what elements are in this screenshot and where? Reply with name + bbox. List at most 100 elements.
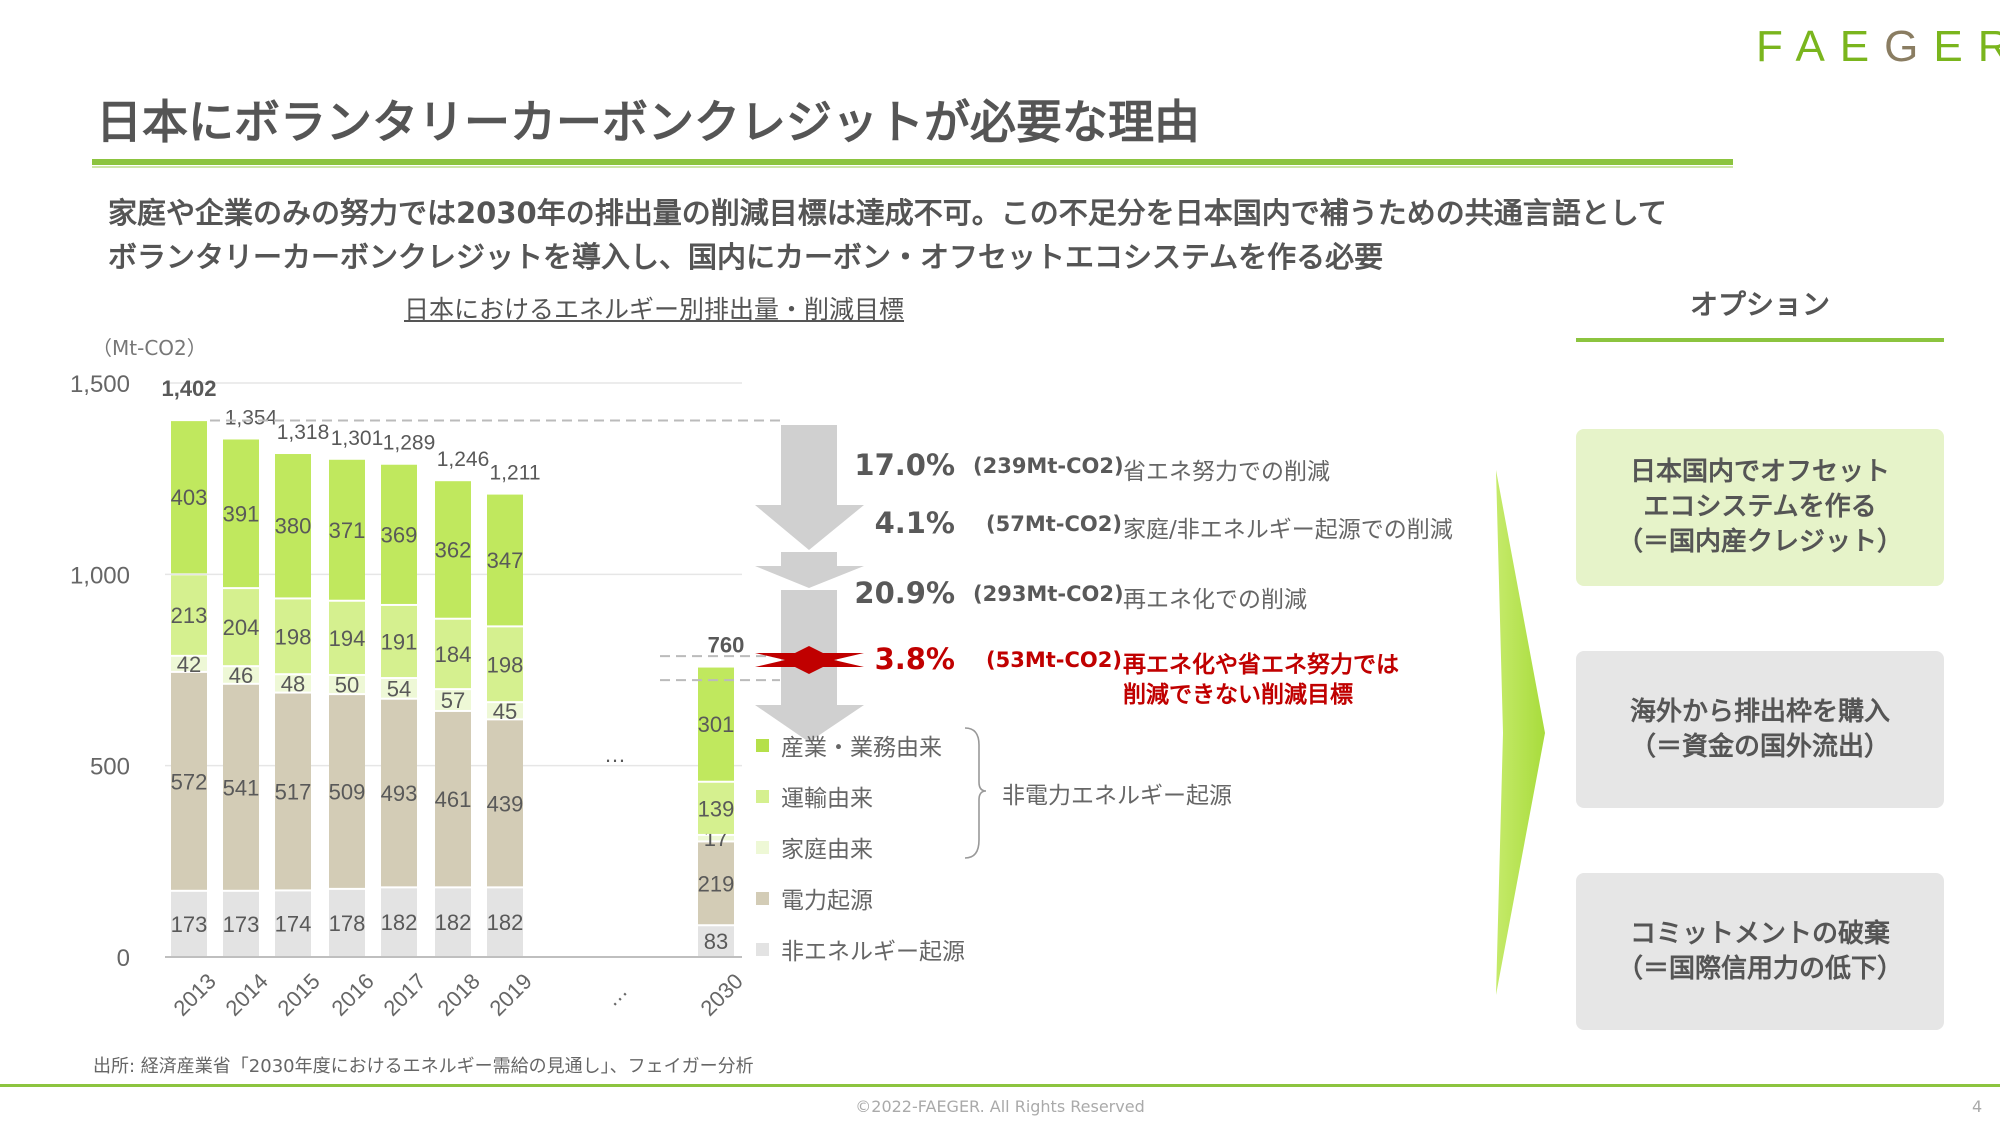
bar-segment xyxy=(698,926,734,956)
total-label: 1,318 xyxy=(277,421,330,444)
x-tick-label: … xyxy=(599,978,632,1011)
bar-segment xyxy=(275,891,311,956)
data-label: 83 xyxy=(704,929,728,954)
legend-swatch xyxy=(756,942,769,956)
data-label: 182 xyxy=(381,910,418,935)
bar-segment xyxy=(435,690,471,710)
bar-segment xyxy=(435,888,471,956)
reduction-pct: 20.9% xyxy=(854,576,955,610)
reduction-pct: 17.0% xyxy=(854,448,955,482)
bar-segment xyxy=(275,693,311,890)
data-label: 301 xyxy=(698,712,735,737)
legend-label: 家庭由来 xyxy=(781,837,873,863)
target-gap-marker-icon xyxy=(755,646,864,674)
data-label: 184 xyxy=(435,642,472,667)
bar-segment xyxy=(171,421,207,574)
reduction-arrow-household xyxy=(755,552,864,588)
legend-item-transport: 運輸由来 xyxy=(756,779,873,813)
reduction-desc-target-2: 削減できない削減目標 xyxy=(1123,682,1353,708)
reduction-amount-target: (53Mt-CO2) xyxy=(986,648,1122,672)
reduction-pct-target: 3.8% xyxy=(874,642,955,676)
data-label: 173 xyxy=(171,912,208,937)
options-underline xyxy=(1576,338,1944,342)
bar-segment xyxy=(698,667,734,781)
option-line: 海外から排出枠を購入 xyxy=(1629,696,1890,727)
x-tick-label: 2017 xyxy=(379,969,431,1021)
legend-item-non-energy: 非エネルギー起源 xyxy=(756,932,965,966)
legend-swatch xyxy=(756,891,769,905)
chart-title: 日本におけるエネルギー別排出量・削減目標 xyxy=(404,295,905,324)
option-line: （＝資金の国外流出） xyxy=(1629,731,1890,762)
bar-segment xyxy=(171,672,207,890)
option-buy-overseas: 海外から排出枠を購入 （＝資金の国外流出） xyxy=(1576,651,1944,808)
total-label: 1,402 xyxy=(161,376,216,401)
data-label: 493 xyxy=(381,781,418,806)
option-domestic-offset: 日本国内でオフセット エコシステムを作る （＝国内産クレジット） xyxy=(1576,429,1944,586)
data-label: 42 xyxy=(177,652,201,677)
data-label: 509 xyxy=(329,779,366,804)
options-heading: オプション xyxy=(1689,288,1830,321)
bar-segment xyxy=(698,842,734,925)
bar-segment xyxy=(329,459,365,600)
bar-segment xyxy=(275,675,311,692)
legend-label: 電力起源 xyxy=(781,888,873,914)
data-label: 46 xyxy=(229,663,253,688)
bar-segment xyxy=(487,720,523,887)
reduction-amount: (239Mt-CO2) xyxy=(973,454,1124,478)
data-label: 50 xyxy=(335,673,359,698)
bar-segment xyxy=(171,891,207,956)
bar-segment xyxy=(171,575,207,655)
bar-segment xyxy=(487,703,523,719)
data-label: 572 xyxy=(171,769,208,794)
legend-label: 非エネルギー起源 xyxy=(781,939,965,965)
data-label: 198 xyxy=(487,652,524,677)
title-rule-shadow xyxy=(92,166,1733,168)
data-label: 54 xyxy=(387,676,411,701)
data-label: 517 xyxy=(275,779,312,804)
total-label: 1,354 xyxy=(225,406,278,429)
data-label: 198 xyxy=(275,624,312,649)
option-line: エコシステムを作る xyxy=(1643,492,1877,522)
footer-rule xyxy=(0,1084,2000,1087)
bar-segment xyxy=(435,711,471,887)
legend-label: 産業・業務由来 xyxy=(781,735,942,761)
data-label: 362 xyxy=(435,537,472,562)
source-note: 出所: 経済産業省「2030年度におけるエネルギー需給の見通し」、フェイガー分析 xyxy=(93,1056,754,1077)
bar-segment xyxy=(223,684,259,890)
title-rule xyxy=(92,159,1733,165)
data-label: 219 xyxy=(698,871,735,896)
bar-segment xyxy=(381,888,417,956)
faeger-logo: FAEGER xyxy=(1756,22,2000,71)
data-label: 48 xyxy=(281,671,305,696)
legend-swatch xyxy=(756,840,769,854)
bar-segment xyxy=(223,667,259,683)
data-label: 439 xyxy=(487,791,524,816)
x-tick-label: 2018 xyxy=(433,969,485,1021)
legend-swatch xyxy=(756,789,769,803)
gap-ellipsis: … xyxy=(604,742,626,767)
x-tick-label: 2016 xyxy=(327,969,379,1021)
data-label: 369 xyxy=(381,522,418,547)
data-label: 371 xyxy=(329,518,366,543)
y-tick-label: 1,000 xyxy=(70,562,130,589)
data-label: 204 xyxy=(223,615,260,640)
total-label: 1,246 xyxy=(437,448,490,471)
data-label: 57 xyxy=(441,688,465,713)
bar-segment xyxy=(435,481,471,618)
total-label: 1,211 xyxy=(490,462,541,485)
bar-segment xyxy=(275,599,311,674)
legend-group-label: 非電力エネルギー起源 xyxy=(1002,783,1232,809)
bar-segment xyxy=(223,589,259,666)
y-tick-label: 1,500 xyxy=(70,371,130,398)
data-label: 182 xyxy=(435,910,472,935)
total-label: 760 xyxy=(708,633,745,658)
y-tick-label: 0 xyxy=(117,945,130,972)
x-tick-label: 2013 xyxy=(169,969,221,1021)
x-tick-label: 2014 xyxy=(221,969,273,1021)
reduction-desc: 省エネ努力での削減 xyxy=(1123,459,1330,485)
page-number: 4 xyxy=(1972,1097,1983,1116)
y-axis-unit: （Mt-CO2） xyxy=(92,336,207,360)
bar-segment xyxy=(329,889,365,956)
data-label: 139 xyxy=(698,796,735,821)
